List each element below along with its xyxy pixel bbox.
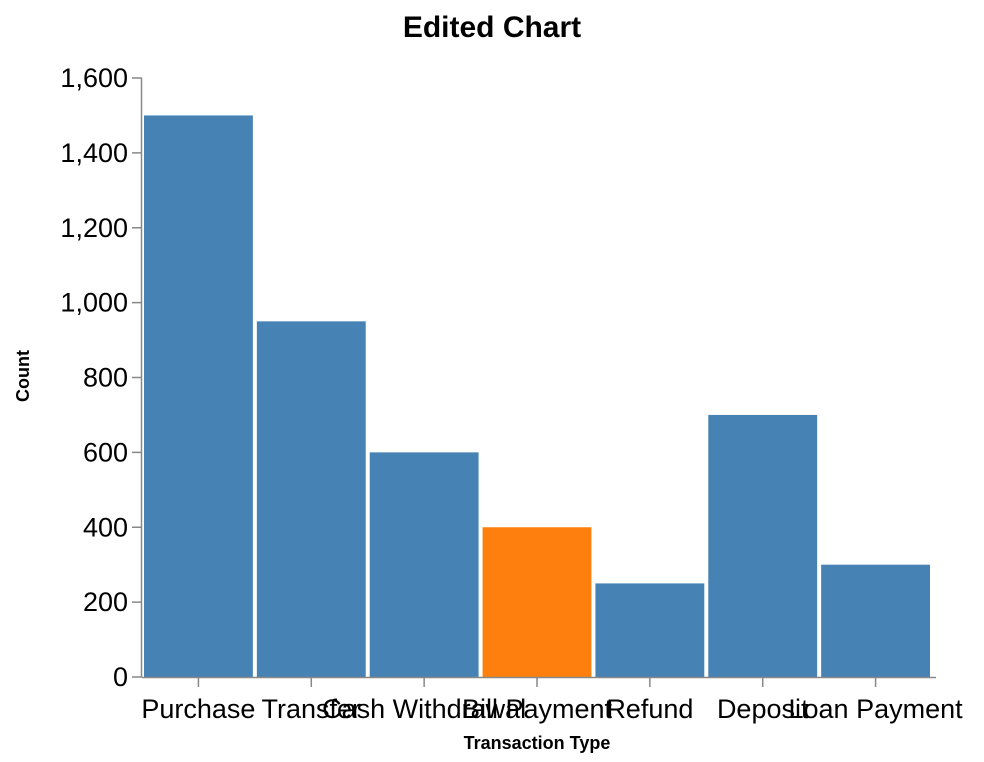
x-tick-label: Transfer bbox=[262, 694, 362, 724]
y-tick-label: 600 bbox=[83, 437, 128, 467]
bar bbox=[144, 115, 253, 677]
x-tick-label: Bill Payment bbox=[462, 694, 613, 724]
x-tick-label: Loan Payment bbox=[789, 694, 964, 724]
bar bbox=[482, 527, 592, 677]
x-tick-label: Cash Withdrawal bbox=[322, 694, 526, 724]
y-axis-title: Count bbox=[13, 350, 33, 402]
bar bbox=[821, 564, 930, 677]
bar bbox=[369, 452, 479, 677]
y-tick-label: 1,200 bbox=[60, 213, 128, 243]
y-tick-label: 200 bbox=[83, 587, 128, 617]
x-tick-label: Refund bbox=[606, 694, 693, 724]
y-tick-label: 400 bbox=[83, 512, 128, 542]
bar bbox=[256, 321, 366, 677]
x-tick-label: Deposit bbox=[717, 694, 809, 724]
bars bbox=[144, 115, 930, 677]
y-tick-label: 0 bbox=[113, 662, 128, 692]
bar bbox=[595, 583, 705, 677]
x-axis-title: Transaction Type bbox=[464, 733, 611, 753]
chart-title: Edited Chart bbox=[403, 11, 581, 44]
y-tick-label: 1,600 bbox=[60, 63, 128, 93]
y-tick-label: 1,400 bbox=[60, 138, 128, 168]
x-tick-label: Purchase bbox=[141, 694, 255, 724]
y-axis: 0 200 400 600 800 1,000 1,200 1,400 1,600 bbox=[60, 63, 143, 692]
y-tick-label: 800 bbox=[83, 363, 128, 393]
bar bbox=[708, 414, 818, 677]
y-tick-label: 1,000 bbox=[60, 288, 128, 318]
